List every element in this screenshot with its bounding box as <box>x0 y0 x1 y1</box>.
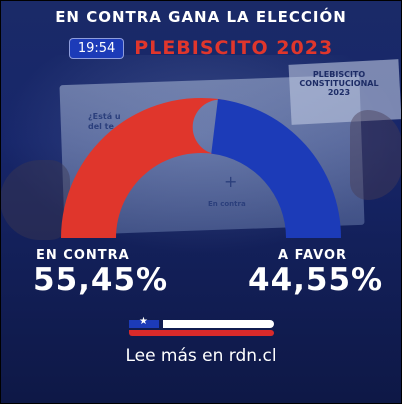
headline: EN CONTRA GANA LA ELECCIÓN <box>55 8 347 26</box>
event-title: PLEBISCITO 2023 <box>134 37 334 59</box>
cross-mark-icon: + <box>224 172 238 191</box>
ballot-option-text: En contra <box>208 200 246 208</box>
favor-label: A FAVOR <box>278 248 348 263</box>
against-percent: 55,45% <box>33 262 169 298</box>
against-label: EN CONTRA <box>36 248 130 263</box>
star-icon: ★ <box>139 316 148 327</box>
right-hand-shape <box>350 110 402 200</box>
time-badge: 19:54 <box>68 37 125 59</box>
read-more-link[interactable]: Lee más en rdn.cl <box>125 346 277 366</box>
favor-percent: 44,55% <box>248 262 384 298</box>
ballot-question-text: ¿Está u del te <box>88 112 121 131</box>
gauge-arc-favor <box>211 99 341 239</box>
left-hand-shape <box>0 160 70 240</box>
header-row: 19:54 PLEBISCITO 2023 <box>0 36 402 60</box>
ballot-header-text: PLEBISCITO CONSTITUCIONAL 2023 <box>299 70 379 97</box>
gauge-arc-against <box>61 98 248 238</box>
chile-flag-icon: ★ <box>129 316 274 336</box>
